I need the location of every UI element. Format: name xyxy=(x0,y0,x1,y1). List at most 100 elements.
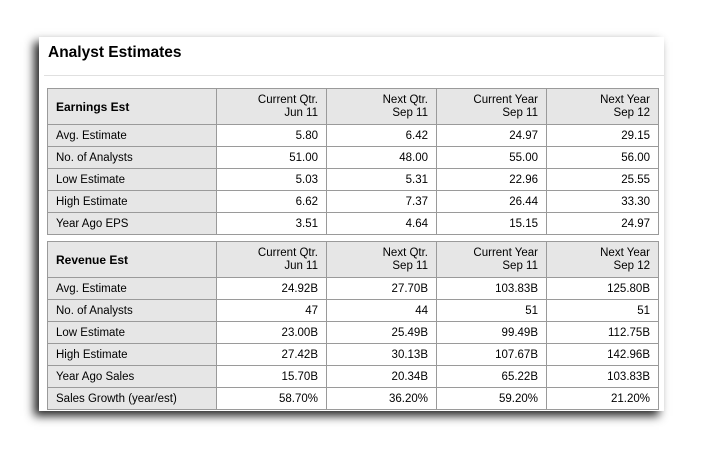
value-cell: 29.15 xyxy=(546,124,659,147)
value-cell: 33.30 xyxy=(546,190,659,213)
row-label: Year Ago Sales xyxy=(47,365,217,388)
column-header-next-year: Next Year Sep 12 xyxy=(546,88,659,125)
column-header-current-qtr: Current Qtr. Jun 11 xyxy=(216,88,327,125)
column-header-line1: Current Year xyxy=(473,94,538,106)
table-row: Avg. Estimate 24.92B 27.70B 103.83B 125.80B xyxy=(47,277,659,300)
row-label: High Estimate xyxy=(47,190,217,213)
revenue-header-row: Revenue Est Current Qtr. Jun 11 Next Qtr.… xyxy=(47,241,659,278)
value-cell: 5.80 xyxy=(216,124,327,147)
column-header-line2: Jun 11 xyxy=(284,260,318,272)
value-cell: 47 xyxy=(216,299,327,322)
table-row: Low Estimate 5.03 5.31 22.96 25.55 xyxy=(47,168,659,191)
table-row: Sales Growth (year/est) 58.70% 36.20% 59.20… xyxy=(47,387,659,410)
value-cell: 20.34B xyxy=(326,365,437,388)
column-header-line2: Sep 12 xyxy=(613,107,650,119)
value-cell: 103.83B xyxy=(546,365,659,388)
column-header-line2: Sep 11 xyxy=(502,260,538,272)
column-header-line1: Current Qtr. xyxy=(257,247,318,259)
value-cell: 56.00 xyxy=(546,146,659,169)
row-label: High Estimate xyxy=(47,343,217,366)
value-cell: 15.15 xyxy=(436,212,547,235)
value-cell: 48.00 xyxy=(326,146,437,169)
value-cell: 58.70% xyxy=(216,387,327,410)
column-header-current-year: Current Year Sep 11 xyxy=(436,88,547,125)
column-header-line2: Sep 12 xyxy=(613,260,650,272)
value-cell: 7.37 xyxy=(326,190,437,213)
title-divider xyxy=(44,75,664,76)
value-cell: 103.83B xyxy=(436,277,547,300)
value-cell: 6.42 xyxy=(326,124,437,147)
value-cell: 5.31 xyxy=(326,168,437,191)
column-header-line2: Sep 11 xyxy=(392,260,428,272)
column-header-line1: Current Qtr. xyxy=(257,94,318,106)
column-header-line1: Next Qtr. xyxy=(382,247,428,259)
value-cell: 51 xyxy=(546,299,659,322)
value-cell: 3.51 xyxy=(216,212,327,235)
table-row: Low Estimate 23.00B 25.49B 99.49B 112.75B xyxy=(47,321,659,344)
panel-title: Analyst Estimates xyxy=(48,44,182,61)
revenue-rows: Avg. Estimate 24.92B 27.70B 103.83B 125.80B N… xyxy=(47,277,659,410)
value-cell: 107.67B xyxy=(436,343,547,366)
row-label: Avg. Estimate xyxy=(47,277,217,300)
value-cell: 25.49B xyxy=(326,321,437,344)
column-header-line1: Next Year xyxy=(600,94,650,106)
value-cell: 5.03 xyxy=(216,168,327,191)
value-cell: 6.62 xyxy=(216,190,327,213)
earnings-table-heading: Earnings Est xyxy=(47,88,217,125)
earnings-rows: Avg. Estimate 5.80 6.42 24.97 29.15 No. of An… xyxy=(47,124,659,235)
row-label: No. of Analysts xyxy=(47,146,217,169)
value-cell: 142.96B xyxy=(546,343,659,366)
column-header-next-qtr: Next Qtr. Sep 11 xyxy=(326,241,437,278)
column-header-current-qtr: Current Qtr. Jun 11 xyxy=(216,241,327,278)
column-header-line2: Jun 11 xyxy=(284,107,318,119)
table-row: No. of Analysts 47 44 51 51 xyxy=(47,299,659,322)
value-cell: 51.00 xyxy=(216,146,327,169)
value-cell: 51 xyxy=(436,299,547,322)
value-cell: 23.00B xyxy=(216,321,327,344)
earnings-estimates-table: Earnings Est Current Qtr. Jun 11 Next Qtr… xyxy=(47,88,659,235)
value-cell: 24.92B xyxy=(216,277,327,300)
row-label: Year Ago EPS xyxy=(47,212,217,235)
row-label: Low Estimate xyxy=(47,168,217,191)
column-header-current-year: Current Year Sep 11 xyxy=(436,241,547,278)
table-row: No. of Analysts 51.00 48.00 55.00 56.00 xyxy=(47,146,659,169)
value-cell: 27.70B xyxy=(326,277,437,300)
column-header-line2: Sep 11 xyxy=(502,107,538,119)
value-cell: 36.20% xyxy=(326,387,437,410)
table-row: Year Ago Sales 15.70B 20.34B 65.22B 103.83B xyxy=(47,365,659,388)
value-cell: 22.96 xyxy=(436,168,547,191)
column-header-next-year: Next Year Sep 12 xyxy=(546,241,659,278)
table-row: Avg. Estimate 5.80 6.42 24.97 29.15 xyxy=(47,124,659,147)
value-cell: 59.20% xyxy=(436,387,547,410)
value-cell: 30.13B xyxy=(326,343,437,366)
value-cell: 24.97 xyxy=(436,124,547,147)
column-header-line1: Next Qtr. xyxy=(382,94,428,106)
value-cell: 112.75B xyxy=(546,321,659,344)
column-header-next-qtr: Next Qtr. Sep 11 xyxy=(326,88,437,125)
value-cell: 25.55 xyxy=(546,168,659,191)
value-cell: 99.49B xyxy=(436,321,547,344)
column-header-line1: Next Year xyxy=(600,247,650,259)
revenue-table-heading: Revenue Est xyxy=(47,241,217,278)
column-header-line1: Current Year xyxy=(473,247,538,259)
table-row: High Estimate 27.42B 30.13B 107.67B 142.96B xyxy=(47,343,659,366)
value-cell: 15.70B xyxy=(216,365,327,388)
row-label: Avg. Estimate xyxy=(47,124,217,147)
value-cell: 44 xyxy=(326,299,437,322)
revenue-estimates-table: Revenue Est Current Qtr. Jun 11 Next Qtr.… xyxy=(47,241,659,410)
value-cell: 125.80B xyxy=(546,277,659,300)
value-cell: 24.97 xyxy=(546,212,659,235)
value-cell: 55.00 xyxy=(436,146,547,169)
analyst-estimates-panel: Analyst Estimates Earnings Est Current Q… xyxy=(39,37,664,411)
value-cell: 21.20% xyxy=(546,387,659,410)
value-cell: 65.22B xyxy=(436,365,547,388)
row-label: Sales Growth (year/est) xyxy=(47,387,217,410)
value-cell: 4.64 xyxy=(326,212,437,235)
value-cell: 27.42B xyxy=(216,343,327,366)
column-header-line2: Sep 11 xyxy=(392,107,428,119)
table-row: Year Ago EPS 3.51 4.64 15.15 24.97 xyxy=(47,212,659,235)
row-label: No. of Analysts xyxy=(47,299,217,322)
table-row: High Estimate 6.62 7.37 26.44 33.30 xyxy=(47,190,659,213)
earnings-header-row: Earnings Est Current Qtr. Jun 11 Next Qtr… xyxy=(47,88,659,125)
value-cell: 26.44 xyxy=(436,190,547,213)
